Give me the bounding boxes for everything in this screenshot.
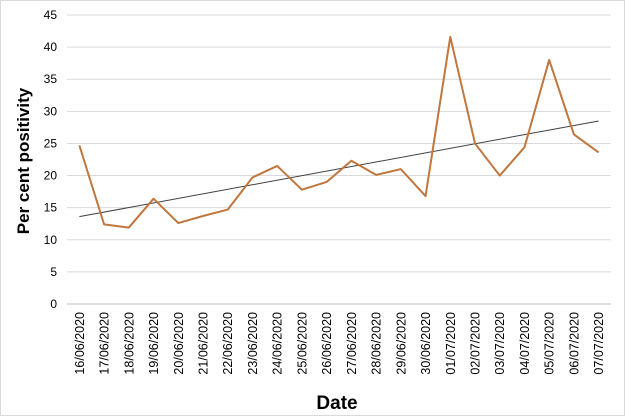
y-tick-label: 40 [44, 40, 58, 54]
x-tick-label: 26/06/2020 [320, 312, 334, 375]
y-tick-label: 30 [44, 104, 58, 118]
x-tick-label: 07/07/2020 [592, 312, 606, 375]
y-axis-label: Per cent positivity [14, 87, 33, 234]
y-tick-label: 20 [44, 169, 58, 183]
x-tick-label: 23/06/2020 [246, 312, 260, 375]
x-tick-label: 24/06/2020 [271, 312, 285, 375]
x-tick-label: 28/06/2020 [370, 312, 384, 375]
x-tick-label: 01/07/2020 [444, 312, 458, 375]
x-tick-label: 16/06/2020 [73, 312, 87, 375]
y-tick-label: 5 [50, 265, 57, 279]
x-tick-label: 06/07/2020 [567, 312, 581, 375]
x-tick-label: 05/07/2020 [543, 312, 557, 375]
y-tick-label: 15 [44, 201, 58, 215]
x-tick-label: 27/06/2020 [345, 312, 359, 375]
x-tick-label: 29/06/2020 [394, 312, 408, 375]
y-tick-label: 45 [44, 8, 58, 22]
y-tick-label: 25 [44, 136, 58, 150]
series-line [78, 35, 600, 229]
trendline [79, 120, 599, 218]
x-tick-label: 21/06/2020 [197, 312, 211, 375]
y-tick-label: 0 [50, 297, 57, 311]
y-tick-labels: 0 5 10 15 20 25 30 35 40 45 [44, 8, 58, 311]
gridlines [67, 14, 611, 273]
x-tick-label: 02/07/2020 [469, 312, 483, 375]
x-tick-label: 17/06/2020 [98, 312, 112, 375]
y-tick-label: 10 [44, 233, 58, 247]
x-tick-label: 25/06/2020 [295, 312, 309, 375]
x-axis-label: Date [316, 393, 357, 414]
x-tick-label: 18/06/2020 [122, 312, 136, 375]
x-tick-label: 20/06/2020 [172, 312, 186, 375]
x-tick-label: 22/06/2020 [221, 312, 235, 375]
y-tick-label: 35 [44, 72, 58, 86]
x-tick-label: 30/06/2020 [419, 312, 433, 375]
x-tick-label: 04/07/2020 [518, 312, 532, 375]
x-tick-labels: 16/06/2020 17/06/2020 18/06/2020 19/06/2020… [73, 312, 606, 375]
x-tick-label: 03/07/2020 [493, 312, 507, 375]
x-tick-label: 19/06/2020 [147, 312, 161, 375]
